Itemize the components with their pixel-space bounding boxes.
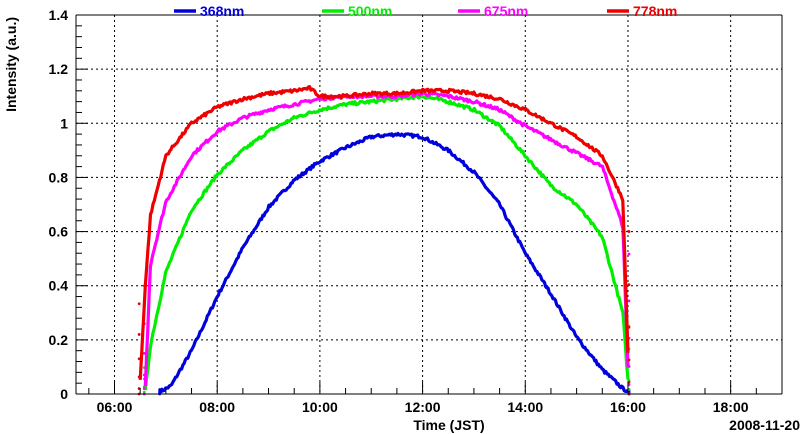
legend-label-500nm: 500nm: [348, 3, 392, 19]
y-axis-title: Intensity (a.u.): [3, 17, 19, 112]
x-tick-label: 16:00: [610, 399, 646, 415]
series-edge-point: [627, 364, 631, 368]
y-tick-label: 0: [60, 386, 68, 402]
x-axis-title: Time (JST): [413, 417, 484, 433]
series-edge-point: [627, 252, 631, 256]
y-tick-label: 0.4: [49, 278, 69, 294]
series-edge-point: [137, 333, 141, 336]
x-tick-label: 06:00: [97, 399, 133, 415]
legend-label-675nm: 675nm: [484, 3, 528, 19]
series-edge-point: [158, 388, 162, 391]
x-tick-label: 08:00: [199, 399, 235, 415]
series-edge-point: [142, 387, 146, 390]
x-tick-label: 10:00: [302, 399, 338, 415]
series-line-368nm: [159, 131, 630, 394]
series-edge-point: [627, 230, 631, 233]
series-edge-point: [627, 299, 631, 303]
series-edge-point: [142, 351, 146, 355]
date-label: 2008-11-20: [729, 417, 800, 433]
y-tick-label: 0.2: [49, 332, 69, 348]
series-edge-point: [137, 357, 141, 361]
y-tick-label: 0.8: [49, 169, 69, 185]
legend-label-368nm: 368nm: [200, 3, 244, 19]
x-tick-label: 12:00: [405, 399, 441, 415]
x-tick-label: 18:00: [713, 399, 749, 415]
series-edge-point: [137, 302, 141, 306]
x-tick-label: 14:00: [507, 399, 543, 415]
series-line-500nm: [143, 94, 630, 391]
y-tick-label: 0.6: [49, 224, 69, 240]
series-edge-point: [627, 326, 631, 329]
y-tick-label: 1: [60, 115, 68, 131]
y-tick-label: 1.4: [49, 7, 69, 23]
series-edge-point: [142, 390, 146, 394]
series-edge-point: [627, 358, 631, 362]
series-edge-point: [142, 373, 146, 377]
legend-label-778nm: 778nm: [633, 3, 677, 19]
series-line-778nm: [138, 84, 630, 380]
series-edge-point: [137, 375, 141, 379]
series-line-675nm: [143, 91, 630, 387]
plot-area: [76, 15, 782, 394]
series-edge-point: [627, 283, 631, 287]
y-tick-label: 1.2: [49, 61, 69, 77]
